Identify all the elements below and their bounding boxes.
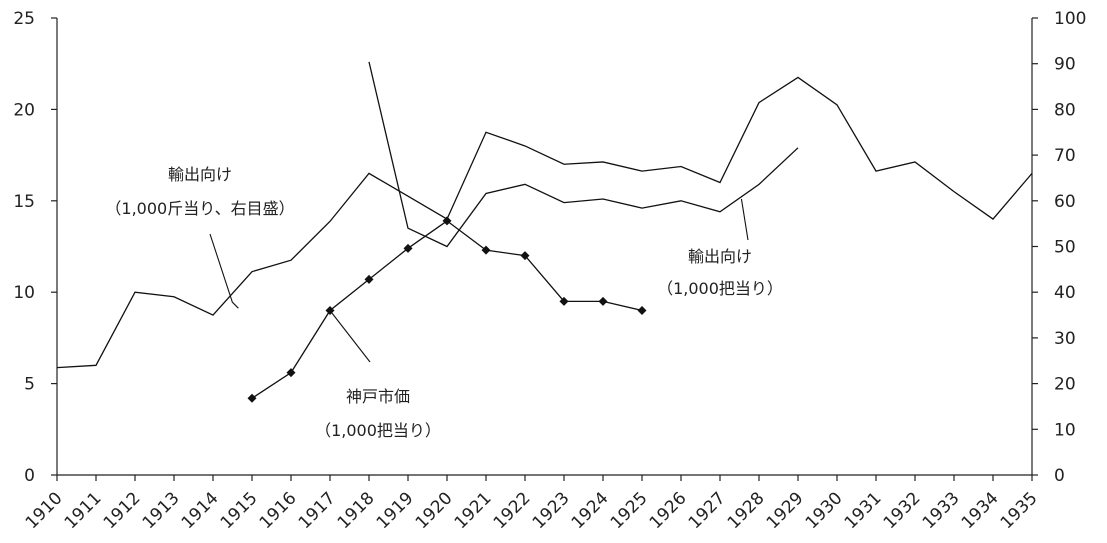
data-point-kobe-price [559,296,569,306]
series-line-kobe-price [251,220,643,399]
x-tick-label: 1912 [100,488,145,533]
data-point-kobe-price [598,296,608,306]
series-export-right [56,76,1033,369]
x-tick-label: 1930 [802,488,847,533]
left-tick-label: 15 [13,192,35,212]
x-tick-label: 1934 [958,488,1003,533]
x-axis-ticks: 1910191119121913191419151916191719181919… [22,475,1042,533]
series-kobe-price [247,216,647,403]
data-point-kobe-price [637,305,647,315]
leader-line-export-right [209,233,239,309]
left-tick-label: 20 [13,100,35,120]
x-tick-label: 1935 [997,488,1042,533]
x-tick-label: 1932 [880,488,925,533]
right-tick-label: 20 [1054,375,1076,395]
left-tick-label: 10 [13,283,35,303]
series-export-left [368,61,799,248]
x-tick-label: 1918 [334,488,379,533]
x-tick-label: 1916 [256,488,301,533]
x-tick-label: 1914 [178,488,223,533]
x-tick-label: 1927 [685,488,730,533]
right-tick-label: 60 [1054,192,1076,212]
x-tick-label: 1926 [646,488,691,533]
data-point-kobe-price [403,243,413,253]
x-tick-label: 1928 [724,488,769,533]
x-tick-label: 1923 [529,488,574,533]
series-layer [56,61,1033,403]
x-tick-label: 1929 [763,488,808,533]
x-tick-label: 1931 [841,488,886,533]
right-tick-label: 40 [1054,283,1076,303]
annotation-export-left-line1: 輸出向け [688,247,752,266]
left-axis-ticks: 0 5 10 15 20 25 [13,9,57,486]
annotation-kobe-line1: 神戸市価 [346,387,410,406]
x-tick-label: 1913 [139,488,184,533]
x-tick-label: 1922 [490,488,535,533]
series-line-export-left [368,61,799,248]
right-tick-label: 90 [1054,55,1076,75]
right-tick-label: 50 [1054,238,1076,258]
right-tick-label: 10 [1054,420,1076,440]
annotation-kobe-line2: （1,000把当り） [315,421,441,440]
annotation-leaders [209,198,749,363]
x-tick-label: 1925 [607,488,652,533]
left-tick-label: 5 [24,375,35,395]
right-axis-ticks: 0 10 20 30 40 50 60 70 80 90 100 [1032,9,1086,486]
annotation-export-right-line2: （1,000斤当り、右目盛） [105,199,294,218]
right-tick-label: 70 [1054,146,1076,166]
right-tick-label: 80 [1054,100,1076,120]
leader-line-kobe [329,310,371,363]
axes [56,18,1033,476]
right-tick-label: 100 [1054,9,1086,29]
x-tick-label: 1920 [412,488,457,533]
x-tick-label: 1915 [217,488,262,533]
data-point-kobe-price [364,274,374,284]
x-tick-label: 1919 [373,488,418,533]
annotation-export-right-line1: 輸出向け [168,165,232,184]
data-point-kobe-price [442,216,452,226]
left-tick-label: 25 [13,9,35,29]
series-line-export-right [56,76,1033,369]
data-point-kobe-price [286,368,296,378]
data-point-kobe-price [247,393,257,403]
annotations: 輸出向け （1,000斤当り、右目盛） 輸出向け （1,000把当り） 神戸市価… [105,165,782,440]
data-point-kobe-price [481,245,491,255]
x-tick-label: 1910 [22,488,67,533]
x-tick-label: 1911 [61,488,106,533]
x-tick-label: 1921 [451,488,496,533]
right-tick-label: 30 [1054,329,1076,349]
data-point-kobe-price [520,251,530,261]
annotation-export-left-line2: （1,000把当り） [657,279,783,298]
x-tick-label: 1933 [919,488,964,533]
left-tick-label: 0 [24,466,35,486]
x-tick-label: 1924 [568,488,613,533]
leader-line-export-left [740,198,749,241]
right-tick-label: 0 [1054,466,1065,486]
x-tick-label: 1917 [295,488,340,533]
